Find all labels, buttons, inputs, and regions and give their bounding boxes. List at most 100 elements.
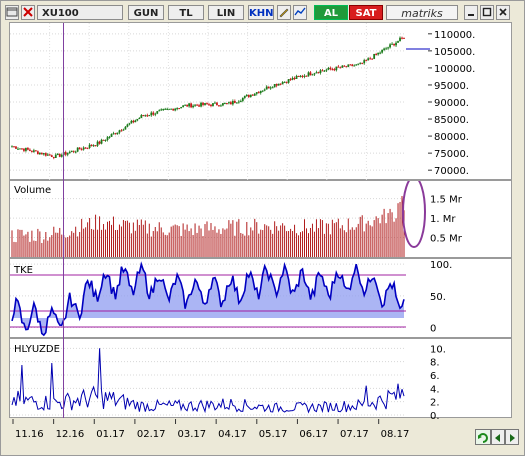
close-symbol-icon[interactable] bbox=[21, 5, 35, 20]
price-candle bbox=[70, 150, 73, 152]
price-candle bbox=[96, 141, 99, 146]
price-candle bbox=[198, 105, 200, 107]
x-axis-ticks: 11.16 12.16 01.17 02.17 03.17 04.17 05.17 06.17… bbox=[12, 419, 410, 440]
price-candle bbox=[355, 64, 358, 66]
currency-button[interactable]: TL bbox=[168, 5, 204, 20]
price-candle bbox=[134, 120, 137, 123]
window-menu-icon[interactable] bbox=[5, 5, 19, 20]
price-candle bbox=[375, 53, 378, 55]
price-candle bbox=[64, 152, 67, 155]
volume-chart: Volume 1.5 Mr 1. Mr 0.5 Mr bbox=[10, 176, 463, 257]
price-candle bbox=[359, 62, 362, 64]
minimize-icon[interactable] bbox=[464, 5, 478, 20]
price-candle bbox=[72, 150, 75, 152]
price-candle bbox=[146, 115, 149, 117]
close-window-icon[interactable] bbox=[496, 5, 510, 20]
hlyuzde-tick-label: 10. bbox=[430, 344, 446, 355]
price-candle bbox=[38, 152, 41, 155]
price-candle bbox=[76, 147, 79, 152]
price-candle bbox=[341, 65, 344, 68]
price-candle bbox=[88, 144, 91, 148]
price-candle bbox=[58, 153, 61, 157]
price-candle bbox=[317, 72, 320, 74]
buy-button[interactable]: AL bbox=[314, 5, 348, 20]
currency-label: TL bbox=[179, 8, 193, 19]
price-candle bbox=[243, 95, 246, 98]
hlyuzde-panel[interactable]: HLYUZDE 10. 8. 6. 4. 2. 0. bbox=[9, 338, 512, 422]
scale-button[interactable]: LIN bbox=[208, 5, 244, 20]
price-candle bbox=[337, 66, 340, 68]
price-candle bbox=[50, 155, 53, 157]
price-candle bbox=[130, 120, 133, 124]
volume-panel[interactable]: Volume 1.5 Mr 1. Mr 0.5 Mr bbox=[9, 176, 512, 258]
price-candle bbox=[387, 47, 389, 49]
price-candle bbox=[162, 109, 165, 111]
price-candle bbox=[251, 94, 254, 96]
price-candle bbox=[78, 147, 81, 150]
price-candle bbox=[371, 58, 374, 60]
x-tick-label: 12.16 bbox=[56, 429, 85, 440]
price-candle bbox=[27, 148, 29, 150]
maximize-icon[interactable] bbox=[480, 5, 494, 20]
price-candle bbox=[343, 65, 346, 67]
price-candle bbox=[237, 101, 240, 103]
price-candle bbox=[116, 132, 119, 135]
price-candle bbox=[32, 150, 35, 152]
price-candle bbox=[265, 86, 268, 90]
x-tick-label: 06.17 bbox=[299, 429, 328, 440]
price-candle bbox=[152, 112, 155, 115]
scale-label: LIN bbox=[216, 8, 236, 19]
indicator-tool-icon[interactable] bbox=[293, 5, 307, 20]
price-candle bbox=[142, 115, 145, 117]
price-candle bbox=[216, 102, 218, 106]
hlyuzde-chart: HLYUZDE 10. 8. 6. 4. 2. 0. bbox=[10, 344, 446, 422]
sell-label: SAT bbox=[355, 8, 377, 19]
symbol-selector[interactable]: XU100 bbox=[37, 5, 123, 20]
scroll-left-icon[interactable] bbox=[491, 429, 505, 445]
tke-tick-label: 50. bbox=[430, 292, 446, 303]
price-candle bbox=[383, 48, 386, 50]
price-candle bbox=[289, 79, 292, 81]
price-candle bbox=[391, 43, 393, 45]
x-tick-label: 08.17 bbox=[381, 429, 410, 440]
price-candle bbox=[186, 104, 189, 107]
tke-panel[interactable]: TKE 100. 50. 0 bbox=[9, 258, 512, 338]
price-candle bbox=[90, 144, 93, 146]
period-button[interactable]: GUN bbox=[128, 5, 164, 20]
price-candle bbox=[363, 60, 366, 64]
price-candle bbox=[349, 64, 352, 66]
scroll-right-icon[interactable] bbox=[505, 429, 519, 445]
price-candle bbox=[351, 64, 354, 67]
price-candle bbox=[395, 42, 397, 46]
price-candle bbox=[82, 147, 85, 150]
price-candle bbox=[241, 97, 244, 101]
price-candle bbox=[261, 90, 264, 92]
price-candle bbox=[247, 94, 250, 97]
price-candle bbox=[148, 115, 151, 117]
price-candle bbox=[25, 148, 27, 151]
price-candle bbox=[218, 105, 220, 107]
refresh-icon[interactable] bbox=[475, 429, 491, 445]
price-candle bbox=[301, 75, 304, 77]
price-candle bbox=[182, 105, 185, 108]
price-candle bbox=[339, 67, 342, 69]
price-candle bbox=[36, 151, 39, 155]
price-candle bbox=[303, 75, 306, 77]
volume-tick-label: 0.5 Mr bbox=[430, 234, 463, 245]
price-candle bbox=[124, 126, 127, 130]
price-candle bbox=[273, 84, 276, 88]
price-candle bbox=[291, 77, 294, 80]
price-panel[interactable]: 110000. 105000. 100000. 95000. 90000. 85000. 8… bbox=[9, 22, 512, 181]
price-candle bbox=[323, 70, 326, 72]
price-tick-label: 105000. bbox=[434, 47, 475, 58]
draw-tool-icon[interactable] bbox=[277, 5, 291, 20]
khn-button[interactable]: KHN bbox=[248, 5, 274, 20]
price-candle bbox=[118, 130, 121, 133]
price-candle bbox=[52, 156, 55, 158]
price-candle bbox=[319, 70, 322, 74]
sell-button[interactable]: SAT bbox=[349, 5, 383, 20]
price-candle bbox=[154, 113, 157, 115]
hlyuzde-tick-label: 0. bbox=[430, 411, 440, 419]
volume-label: Volume bbox=[14, 185, 51, 196]
price-candle bbox=[122, 129, 125, 131]
